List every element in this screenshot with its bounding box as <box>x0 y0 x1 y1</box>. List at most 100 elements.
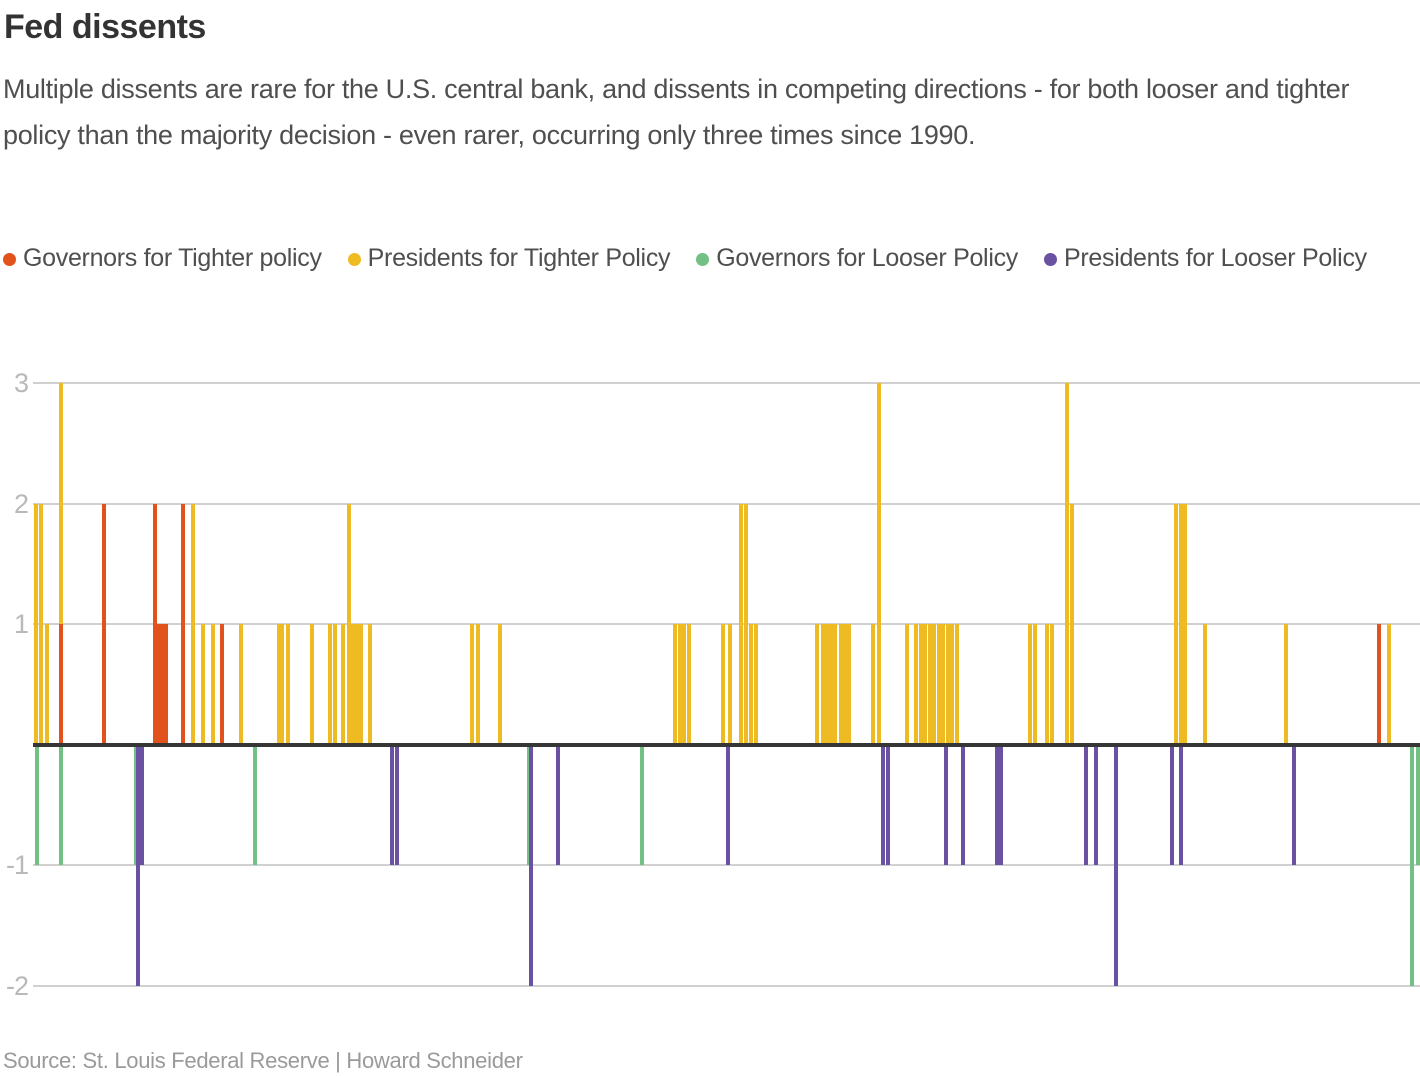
governors_tighter-bar <box>181 503 185 745</box>
governors_looser-bar <box>640 744 644 865</box>
gridline-y-2 <box>33 984 1420 987</box>
legend-dot-icon <box>1043 253 1057 266</box>
governors_tighter-bar <box>157 624 161 745</box>
presidents_tighter-bar <box>1070 503 1074 745</box>
presidents_tighter-bar <box>833 624 837 745</box>
y-axis-tick-label: 3 <box>13 368 29 398</box>
presidents_tighter-bar <box>351 624 355 745</box>
presidents_tighter-bar <box>368 624 372 745</box>
presidents_looser-bar <box>886 744 890 865</box>
legend-item-label: Presidents for Tighter Policy <box>367 244 671 272</box>
presidents_tighter-bar <box>914 624 918 745</box>
presidents_looser-bar <box>726 744 730 865</box>
gridline-y3 <box>33 382 1420 384</box>
presidents_tighter-bar <box>950 624 954 745</box>
legend-item-governors_looser: Governors for Looser Policy <box>696 244 1018 272</box>
presidents_tighter-bar <box>946 624 950 745</box>
gridline-y1 <box>33 623 1420 625</box>
gridline-y-1 <box>33 864 1420 866</box>
presidents_tighter-bar <box>1174 503 1178 745</box>
legend-dot-icon <box>347 253 361 266</box>
governors_looser-bar <box>253 744 257 865</box>
presidents_tighter-bar <box>201 624 205 745</box>
presidents_looser-bar <box>881 744 885 865</box>
presidents_tighter-bar <box>928 624 932 745</box>
page-title: Fed dissents <box>4 8 206 46</box>
governors_tighter-bar <box>102 503 106 745</box>
presidents_tighter-bar <box>476 624 480 745</box>
y-axis-tick-label: 1 <box>13 609 29 639</box>
presidents_looser-bar <box>556 744 560 865</box>
presidents_tighter-bar <box>941 624 945 745</box>
presidents_looser-bar <box>1094 744 1098 865</box>
presidents_tighter-bar <box>1387 624 1391 745</box>
governors_tighter-bar <box>220 624 224 745</box>
presidents_tighter-bar <box>673 624 677 745</box>
presidents_tighter-bar <box>839 624 843 745</box>
governors_looser-bar <box>1410 744 1414 986</box>
presidents_looser-bar <box>1179 744 1183 865</box>
governors_tighter-bar <box>160 624 164 745</box>
presidents_tighter-bar <box>34 503 38 745</box>
presidents_looser-bar <box>529 744 533 986</box>
presidents_tighter-bar <box>739 503 743 745</box>
gridline-y2 <box>33 502 1420 505</box>
governors_looser-bar <box>1416 744 1420 865</box>
presidents_tighter-bar <box>877 383 881 745</box>
presidents_tighter-bar <box>1203 624 1207 745</box>
presidents_tighter-bar <box>359 624 363 745</box>
governors_tighter-bar <box>164 624 168 745</box>
presidents_looser-bar <box>999 744 1003 865</box>
presidents_tighter-bar <box>286 624 290 745</box>
chart-legend: Governors for Tighter policy Presidents f… <box>3 232 1409 284</box>
presidents_tighter-bar <box>211 624 215 745</box>
presidents_tighter-bar <box>843 624 847 745</box>
presidents_tighter-bar <box>39 503 43 745</box>
presidents_tighter-bar <box>45 624 49 745</box>
presidents_tighter-bar <box>277 624 281 745</box>
presidents_tighter-bar <box>815 624 819 745</box>
presidents_looser-bar <box>944 744 948 865</box>
presidents_tighter-bar <box>728 624 732 745</box>
presidents_tighter-bar <box>341 624 345 745</box>
presidents_tighter-bar <box>829 624 833 745</box>
presidents_looser-bar <box>1292 744 1296 865</box>
governors_looser-bar <box>59 744 63 865</box>
y-axis-tick-label: -2 <box>5 970 29 1001</box>
governors_looser-bar <box>35 744 39 865</box>
presidents_looser-bar <box>1114 744 1118 986</box>
legend-item-governors_tighter: Governors for Tighter policy <box>3 244 322 272</box>
governors_tighter-bar <box>153 503 157 745</box>
legend-dot-icon <box>3 253 16 266</box>
governors_tighter-bar <box>59 624 63 745</box>
presidents_looser-bar <box>1084 744 1088 865</box>
legend-item-presidents_tighter: Presidents for Tighter Policy <box>347 244 671 272</box>
presidents_tighter-bar <box>1028 624 1032 745</box>
presidents_tighter-bar <box>328 624 332 745</box>
presidents_tighter-bar <box>932 624 936 745</box>
presidents_tighter-bar <box>937 624 941 745</box>
legend-item-label: Presidents for Looser Policy <box>1063 244 1367 272</box>
presidents_looser-bar <box>995 744 999 865</box>
legend-item-presidents_looser: Presidents for Looser Policy <box>1043 244 1367 272</box>
presidents_looser-bar <box>395 744 399 865</box>
presidents_tighter-bar <box>1284 624 1288 745</box>
presidents_tighter-bar <box>1183 503 1187 745</box>
presidents_tighter-bar <box>919 624 923 745</box>
presidents_looser-bar <box>136 744 140 986</box>
presidents_tighter-bar <box>310 624 314 745</box>
presidents_tighter-bar <box>825 624 829 745</box>
presidents_tighter-bar <box>1065 383 1069 745</box>
presidents_tighter-bar <box>871 624 875 745</box>
presidents_tighter-bar <box>749 624 753 745</box>
presidents_tighter-bar <box>687 624 691 745</box>
y-axis-tick-label: -1 <box>5 850 29 880</box>
presidents_tighter-bar <box>923 624 927 745</box>
presidents_tighter-bar <box>347 503 351 745</box>
presidents_tighter-bar <box>1179 503 1183 745</box>
presidents_tighter-bar <box>754 624 758 745</box>
presidents_tighter-bar <box>191 503 195 745</box>
presidents_tighter-bar <box>1045 624 1049 745</box>
